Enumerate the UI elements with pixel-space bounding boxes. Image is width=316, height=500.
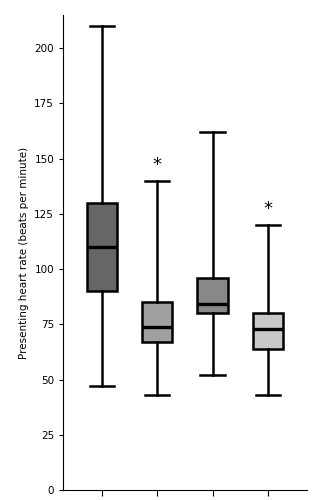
Text: *: * xyxy=(153,156,162,174)
Text: *: * xyxy=(263,200,272,218)
FancyBboxPatch shape xyxy=(87,203,117,291)
FancyBboxPatch shape xyxy=(252,314,283,348)
Y-axis label: Presenting heart rate (beats per minute): Presenting heart rate (beats per minute) xyxy=(19,146,29,358)
FancyBboxPatch shape xyxy=(197,278,228,314)
FancyBboxPatch shape xyxy=(142,302,173,342)
